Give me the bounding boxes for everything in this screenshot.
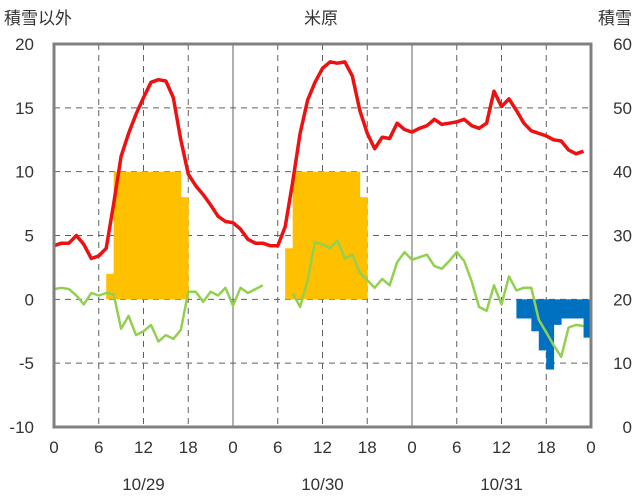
x-tick-label: 18 — [179, 438, 198, 457]
x-tick-label: 0 — [228, 438, 237, 457]
blue-bar — [568, 299, 577, 319]
left-axis-title: 積雪以外 — [4, 9, 72, 28]
blue-bar — [576, 299, 584, 319]
orange-bar — [315, 171, 323, 300]
left-axis-ticks: 20 15 10 5 0 -5 -10 — [9, 35, 34, 437]
left-tick-label: 20 — [15, 35, 34, 54]
left-tick-label: -5 — [19, 354, 34, 373]
left-tick-label: 10 — [15, 163, 34, 182]
right-tick-label: 20 — [613, 290, 632, 309]
orange-bar — [173, 171, 182, 300]
x-tick-label: 12 — [313, 438, 332, 457]
line-series — [53, 60, 585, 359]
orange-bar — [329, 171, 338, 300]
x-tick-label: 6 — [452, 438, 461, 457]
x-tick-label: 6 — [273, 438, 282, 457]
date-label: 10/30 — [301, 475, 344, 494]
orange-bar — [322, 171, 331, 300]
date-label: 10/29 — [122, 475, 165, 494]
blue-bar — [546, 299, 555, 370]
orange-bar — [136, 171, 144, 300]
right-tick-label: 60 — [613, 35, 632, 54]
blue-bar — [583, 299, 592, 338]
right-tick-label: 10 — [613, 354, 632, 373]
left-tick-label: 5 — [25, 227, 34, 246]
orange-bar — [285, 248, 294, 300]
blue-bar — [561, 299, 570, 319]
right-tick-label: 0 — [623, 418, 632, 437]
right-axis-title: 積雪 — [598, 9, 632, 28]
orange-bar — [143, 171, 152, 300]
right-tick-label: 30 — [613, 227, 632, 246]
orange-bar — [307, 171, 316, 300]
blue-bar — [553, 299, 562, 325]
orange-bar — [150, 171, 159, 300]
x-axis-ticks: 0 6 12 18 0 6 12 18 0 6 12 18 0 — [49, 438, 595, 457]
right-axis-ticks: 60 50 40 30 20 10 0 — [613, 35, 632, 437]
blue-bar — [516, 299, 525, 319]
orange-bar — [292, 171, 301, 300]
orange-bar — [344, 171, 353, 300]
date-label: 10/31 — [480, 475, 523, 494]
orange-bar — [158, 171, 167, 300]
x-tick-label: 6 — [94, 438, 103, 457]
x-tick-label: 12 — [492, 438, 511, 457]
temperature-line — [53, 60, 585, 261]
x-tick-label: 12 — [134, 438, 153, 457]
orange-bar-series — [106, 171, 368, 300]
x-tick-label: 0 — [586, 438, 595, 457]
orange-bar — [180, 197, 189, 300]
orange-bar — [352, 171, 361, 300]
orange-bar — [165, 171, 174, 300]
plot-border — [52, 42, 593, 429]
date-labels: 10/29 10/30 10/31 — [122, 475, 523, 494]
orange-bar — [359, 197, 368, 300]
x-tick-label: 0 — [49, 438, 58, 457]
orange-bar — [106, 273, 115, 300]
right-tick-label: 50 — [613, 99, 632, 118]
green-line-series — [53, 284, 264, 343]
orange-bar — [300, 171, 308, 300]
orange-bar — [337, 171, 346, 300]
x-tick-label: 0 — [407, 438, 416, 457]
right-tick-label: 40 — [613, 163, 632, 182]
left-tick-label: 15 — [15, 99, 34, 118]
left-tick-label: -10 — [9, 418, 34, 437]
orange-bar — [113, 171, 122, 300]
orange-bar — [128, 171, 137, 300]
left-tick-label: 0 — [25, 290, 34, 309]
orange-bar — [121, 171, 129, 300]
blue-bar — [523, 299, 532, 319]
chart-title: 米原 — [304, 9, 338, 28]
blue-bar — [531, 299, 540, 332]
x-tick-label: 18 — [537, 438, 556, 457]
x-tick-label: 18 — [358, 438, 377, 457]
green-line-series — [291, 239, 584, 359]
